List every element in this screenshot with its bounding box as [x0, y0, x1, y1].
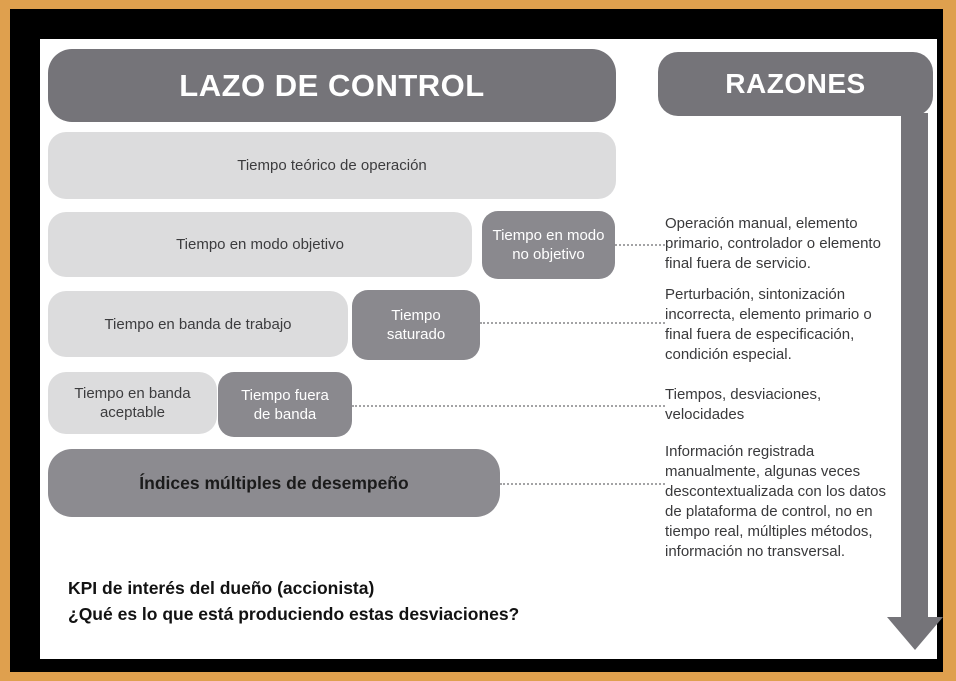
footer-kpi-line: KPI de interés del dueño (accionista) [68, 578, 375, 598]
flow-arrow-shaft [901, 113, 928, 618]
inner-black-frame: LAZO DE CONTROL RAZONES Tiempo teórico d… [10, 9, 943, 672]
reason-indices: Información registrada manualmente, algu… [665, 443, 886, 560]
reason-saturated: Perturbación, sintonización incorrecta, … [665, 286, 872, 363]
footer-question-line: ¿Qué es lo que está produciendo estas de… [68, 604, 520, 624]
dotted-connector-saturated [480, 322, 665, 324]
footer-notes: KPI de interés del dueño (accionista) ¿Q… [68, 575, 628, 627]
control-loop-header: LAZO DE CONTROL [48, 49, 616, 122]
flow-arrow-head-icon [887, 617, 943, 650]
diagram-canvas: LAZO DE CONTROL RAZONES Tiempo teórico d… [40, 39, 943, 659]
bar-out-of-band-time: Tiempo fuera de banda [218, 372, 352, 437]
reasons-header: RAZONES [658, 52, 933, 116]
reason-out-of-band: Tiempos, desviaciones, velocidades [665, 386, 822, 423]
bar-working-band-time: Tiempo en banda de trabajo [48, 291, 348, 357]
bar-saturated-time: Tiempo saturado [352, 290, 480, 360]
reason-non-target-mode: Operación manual, elemento primario, con… [665, 215, 881, 272]
bar-target-mode-time: Tiempo en modo objetivo [48, 212, 472, 277]
bar-theoretical-operation-time: Tiempo teórico de operación [48, 132, 616, 199]
bar-performance-indices: Índices múltiples de desempeño [48, 449, 500, 517]
bar-acceptable-band-time: Tiempo en banda aceptable [48, 372, 217, 434]
dotted-connector-indices [500, 483, 665, 485]
dotted-connector-non-target-mode [615, 244, 665, 246]
bar-non-target-mode-time: Tiempo en modo no objetivo [482, 211, 615, 279]
dotted-connector-out-of-band [352, 405, 665, 407]
